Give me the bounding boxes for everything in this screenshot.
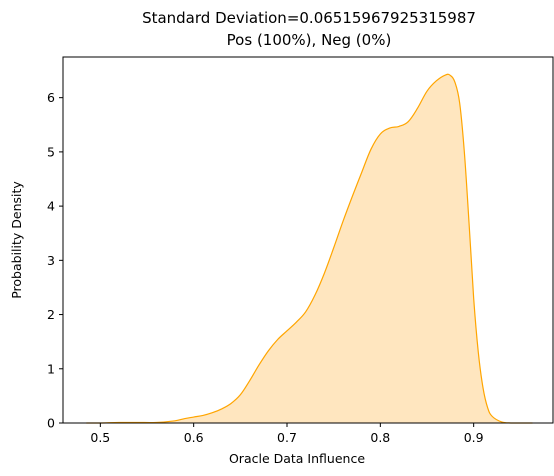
x-tick-label: 0.5	[90, 430, 110, 445]
chart-title-line-1: Standard Deviation=0.06515967925315987	[142, 9, 476, 27]
x-tick-label: 0.6	[184, 430, 204, 445]
y-tick-label: 5	[47, 144, 55, 159]
x-tick-label: 0.7	[277, 430, 297, 445]
y-tick-label: 0	[47, 416, 55, 431]
y-tick-label: 2	[47, 307, 55, 322]
density-area-fill	[86, 74, 532, 423]
y-tick-label: 3	[47, 253, 55, 268]
y-axis-ticks: 0 1 2 3 4 5 6	[47, 90, 63, 430]
x-tick-label: 0.9	[464, 430, 484, 445]
chart-title-line-2: Pos (100%), Neg (0%)	[227, 31, 392, 49]
x-axis-label: Oracle Data Influence	[229, 451, 365, 466]
plot-area	[86, 74, 532, 423]
y-tick-label: 1	[47, 361, 55, 376]
y-axis-label: Probability Density	[9, 181, 24, 299]
y-tick-label: 4	[47, 199, 55, 214]
y-tick-label: 6	[47, 90, 55, 105]
x-axis-ticks: 0.5 0.6 0.7 0.8 0.9	[90, 423, 483, 445]
x-tick-label: 0.8	[370, 430, 390, 445]
